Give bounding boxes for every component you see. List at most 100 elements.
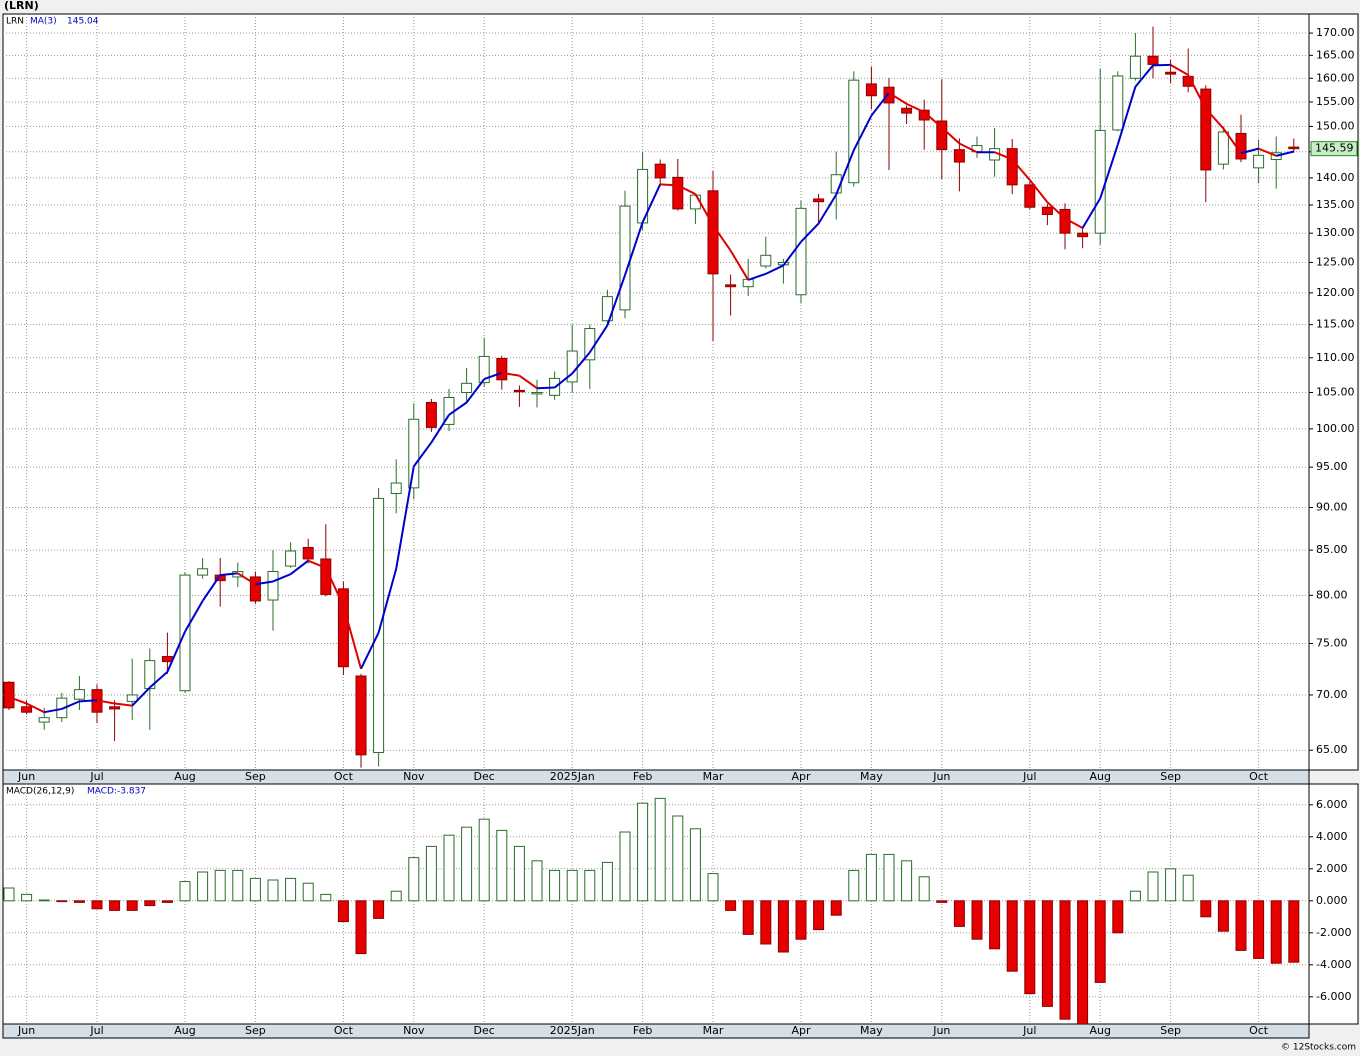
- y-tick-label: 70.00: [1316, 688, 1348, 701]
- macd-bar: [953, 900, 965, 927]
- ma-segment: [923, 111, 943, 129]
- x-tick-label: Sep: [1160, 1024, 1181, 1037]
- ma-segment: [712, 224, 732, 252]
- candle-body: [1006, 148, 1018, 186]
- macd-bar: [478, 818, 490, 902]
- ma-segment: [1099, 144, 1119, 199]
- candle-body: [1288, 146, 1300, 150]
- ma-segment: [26, 702, 45, 714]
- macd-bar: [742, 900, 754, 935]
- candle-body: [1253, 154, 1265, 169]
- ma-segment: [342, 605, 362, 670]
- ma-segment: [501, 371, 520, 377]
- ma-segment: [641, 183, 662, 223]
- candle-body: [249, 576, 261, 602]
- ma-segment: [483, 371, 503, 381]
- candle-body: [1270, 152, 1282, 160]
- ma-segment: [114, 702, 133, 707]
- y-tick-label: 90.00: [1316, 500, 1348, 513]
- legend-ma: MA(3): [30, 17, 57, 27]
- macd-bar: [1041, 900, 1053, 1007]
- ma-segment: [606, 274, 626, 326]
- x-axis-band: [2, 769, 1310, 785]
- x-tick-label: Dec: [474, 770, 495, 783]
- y-tick-label: 105.00: [1316, 385, 1355, 398]
- y-tick-label: -4.000: [1316, 958, 1351, 971]
- macd-bar: [1217, 900, 1229, 932]
- y-tick-label: 2.000: [1316, 862, 1348, 875]
- y-tick-label: 160.00: [1316, 71, 1355, 84]
- x-tick-label: Oct: [334, 770, 354, 783]
- x-tick-label: Aug: [174, 770, 195, 783]
- candle-body: [408, 418, 420, 489]
- ma-segment: [44, 707, 62, 714]
- ma-segment: [571, 351, 591, 375]
- y-tick-label: 165.00: [1316, 48, 1355, 61]
- ma-segment: [1205, 108, 1225, 130]
- macd-bar: [161, 900, 173, 903]
- macd-bar: [91, 900, 103, 910]
- ma-segment: [765, 264, 784, 275]
- macd-bar: [777, 900, 789, 953]
- ma-segment: [1275, 150, 1295, 157]
- macd-bar: [355, 900, 367, 955]
- candle-body: [1077, 232, 1089, 238]
- macd-bar: [637, 802, 649, 902]
- candle-body: [654, 163, 666, 179]
- candle-body: [1041, 206, 1053, 215]
- x-tick-label: May: [860, 1024, 883, 1037]
- x-tick-label: Aug: [1089, 1024, 1110, 1037]
- macd-bar: [549, 869, 561, 902]
- y-tick-label: 135.00: [1316, 198, 1355, 211]
- macd-bar: [285, 877, 297, 902]
- macd-bar: [1253, 900, 1265, 959]
- macd-bar: [601, 861, 613, 902]
- macd-bar: [373, 900, 385, 919]
- y-tick-label: 100.00: [1316, 422, 1355, 435]
- y-tick-label: 110.00: [1316, 351, 1355, 364]
- candle-body: [496, 357, 508, 381]
- ma-segment: [1081, 197, 1102, 229]
- last-price-label: 145.59: [1315, 142, 1354, 155]
- candle-body: [425, 402, 437, 428]
- candle-body: [795, 207, 807, 296]
- macd-bar: [73, 900, 85, 903]
- ma-segment: [307, 559, 327, 569]
- macd-bar: [232, 869, 244, 902]
- macd-bar: [1200, 900, 1212, 918]
- macd-bar: [707, 873, 719, 902]
- ma-segment: [96, 699, 115, 705]
- ma-segment: [694, 193, 714, 226]
- ma-segment: [220, 572, 238, 577]
- macd-bar: [1006, 900, 1018, 972]
- macd-bar: [1147, 871, 1159, 902]
- candle-body: [267, 570, 279, 601]
- ma-segment: [624, 222, 644, 276]
- macd-bar: [1165, 868, 1177, 902]
- y-tick-label: 85.00: [1316, 543, 1348, 556]
- x-axis-band: [2, 1023, 1310, 1039]
- y-tick-label: 95.00: [1316, 460, 1348, 473]
- candle-body: [531, 391, 543, 395]
- ma-segment: [201, 574, 222, 602]
- macd-bar: [795, 900, 807, 940]
- candle-body: [742, 278, 754, 288]
- macd-bar: [1112, 900, 1124, 934]
- x-tick-label: Mar: [703, 770, 724, 783]
- x-tick-label: Oct: [334, 1024, 354, 1037]
- candle-body: [813, 198, 825, 203]
- price-axis-panel: [1308, 13, 1359, 771]
- macd-bar: [971, 900, 983, 940]
- ma-segment: [518, 374, 538, 390]
- ma-segment: [817, 194, 838, 225]
- ma-segment: [79, 699, 98, 703]
- macd-bar: [672, 815, 684, 902]
- x-tick-label: Nov: [403, 770, 425, 783]
- macd-bar: [38, 899, 50, 902]
- candle-body: [901, 107, 913, 114]
- macd-bar: [1059, 900, 1071, 1020]
- ma-segment: [1011, 158, 1031, 181]
- macd-bar: [531, 860, 543, 902]
- ma-segment: [800, 222, 820, 243]
